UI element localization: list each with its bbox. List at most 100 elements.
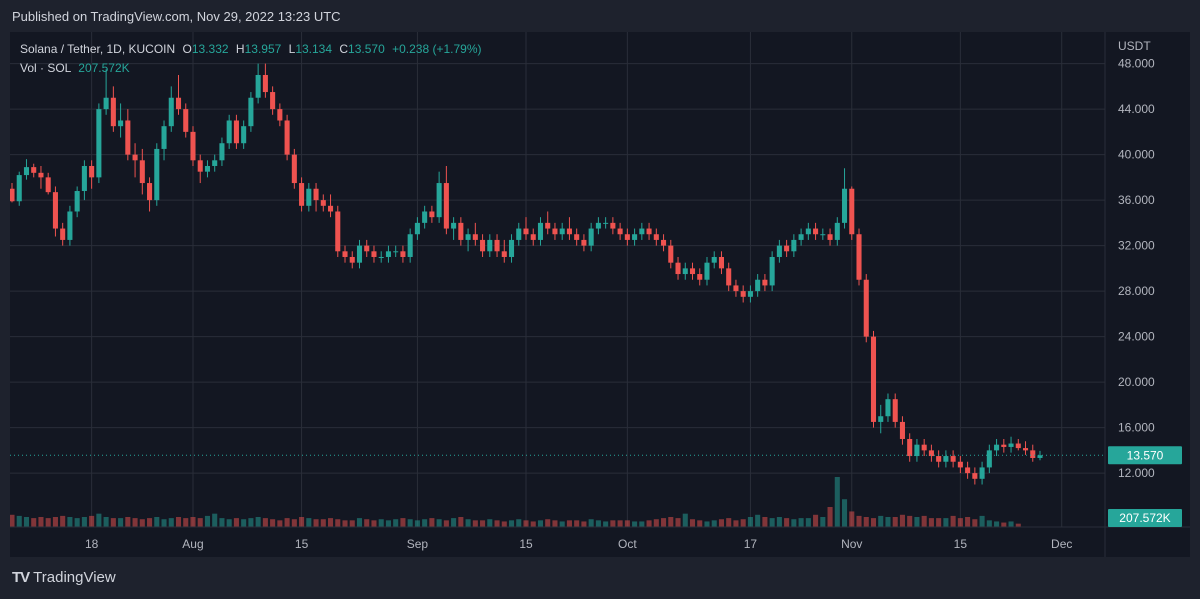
low-label: L — [288, 42, 296, 56]
volume-bar — [791, 519, 797, 527]
volume-bar — [349, 520, 355, 527]
volume-bar — [103, 517, 109, 527]
candle-body — [1022, 448, 1029, 451]
candle-body — [371, 251, 377, 257]
volume-bar — [1001, 522, 1007, 527]
volume-bar — [914, 517, 920, 527]
candle-body — [566, 228, 572, 235]
volume-bar — [936, 518, 942, 527]
volume-bar — [385, 520, 391, 527]
volume-bar — [639, 521, 645, 527]
candle-body — [769, 256, 775, 286]
candle-body — [451, 222, 457, 229]
open-value: 13.332 — [191, 42, 229, 56]
candle-body — [74, 191, 80, 212]
candle-body — [827, 234, 833, 240]
volume-bar — [161, 519, 167, 527]
candle-body — [60, 228, 66, 240]
candle-body — [89, 165, 95, 178]
candle-body — [617, 228, 623, 235]
footer-brand[interactable]: TV TradingView — [12, 569, 116, 586]
candle-body — [907, 438, 913, 457]
candle-body — [668, 245, 674, 263]
axis-layer: 48.000 44.000 40.000 36.000 32.000 28.000 24.0… — [10, 32, 1190, 557]
y-tick-label: 48.000 — [1118, 57, 1155, 71]
candle-body — [407, 234, 413, 257]
volume-bar — [653, 519, 659, 527]
volume-bar — [255, 517, 261, 527]
candle-body — [147, 183, 153, 201]
volume-bar — [617, 520, 623, 527]
candle-body — [805, 228, 811, 235]
volume-bar — [393, 519, 399, 527]
volume-bar — [718, 519, 724, 527]
close-label: C — [339, 42, 349, 56]
open-label: O — [182, 42, 192, 56]
volume-bar — [219, 518, 225, 527]
candle-body — [393, 251, 399, 253]
volume-bar — [320, 519, 326, 527]
candle-body — [422, 211, 428, 223]
candle-body — [465, 234, 471, 240]
candle-body — [378, 256, 384, 258]
candle-body — [241, 126, 247, 144]
symbol-label[interactable]: Solana / Tether, 1D, KUCOIN — [20, 42, 176, 56]
candle-body — [219, 143, 225, 161]
candle-body — [494, 239, 500, 252]
candle-body — [508, 239, 515, 257]
x-tick-label: 17 — [744, 537, 758, 551]
last-volume-badge — [1108, 509, 1182, 527]
volume-bar — [356, 518, 363, 527]
volume-bar — [965, 517, 971, 527]
x-tick-label: Sep — [407, 537, 429, 551]
volume-bar — [827, 507, 833, 527]
x-tick-label: 15 — [954, 537, 968, 551]
volume-bar — [233, 518, 239, 527]
candle-body — [342, 251, 348, 257]
candle-body — [385, 251, 391, 257]
candle-body — [45, 177, 51, 193]
volume-bar — [248, 518, 254, 527]
candle-body — [943, 456, 949, 462]
change-value: +0.238 (+1.79%) — [392, 42, 482, 56]
candle-body — [639, 228, 645, 235]
volume-bar — [407, 519, 413, 527]
volume-bar — [805, 518, 811, 527]
volume-bar — [537, 520, 544, 527]
volume-bar — [190, 517, 196, 527]
candle-body — [23, 167, 30, 176]
candle-body — [168, 97, 174, 127]
candle-body — [190, 131, 196, 161]
volume-bar — [921, 515, 927, 527]
volume-bar — [726, 518, 732, 527]
y-tick-label: 16.000 — [1118, 421, 1155, 435]
volume-bar — [313, 519, 319, 527]
volume-bar — [740, 519, 746, 527]
volume-bar — [501, 521, 507, 527]
candle-body — [255, 74, 261, 98]
volume-bar — [118, 518, 124, 527]
volume-bar — [689, 519, 696, 527]
candle-body — [624, 234, 630, 240]
x-tick-label: 15 — [295, 537, 309, 551]
candle-body — [588, 228, 594, 246]
candle-body — [689, 268, 696, 275]
volume-bar — [52, 517, 58, 527]
volume-bar — [125, 517, 131, 527]
volume-bar — [472, 520, 478, 527]
candle-body — [834, 222, 840, 240]
volume-bar — [892, 517, 898, 527]
candle-body — [755, 279, 761, 292]
volume-bar — [508, 520, 515, 527]
candle-body — [994, 444, 1000, 451]
volume-bar — [697, 520, 703, 527]
price-chart[interactable]: 48.000 44.000 40.000 36.000 32.000 28.000 24.0… — [10, 32, 1190, 557]
volume-bar — [487, 519, 493, 527]
volume-bar — [813, 514, 819, 527]
volume-value: 207.572K — [78, 61, 130, 75]
volume-bar — [284, 518, 290, 527]
candle-body — [552, 228, 558, 235]
volume-bar — [183, 518, 189, 527]
volume-bar — [328, 518, 334, 527]
volume-bar — [371, 520, 377, 527]
